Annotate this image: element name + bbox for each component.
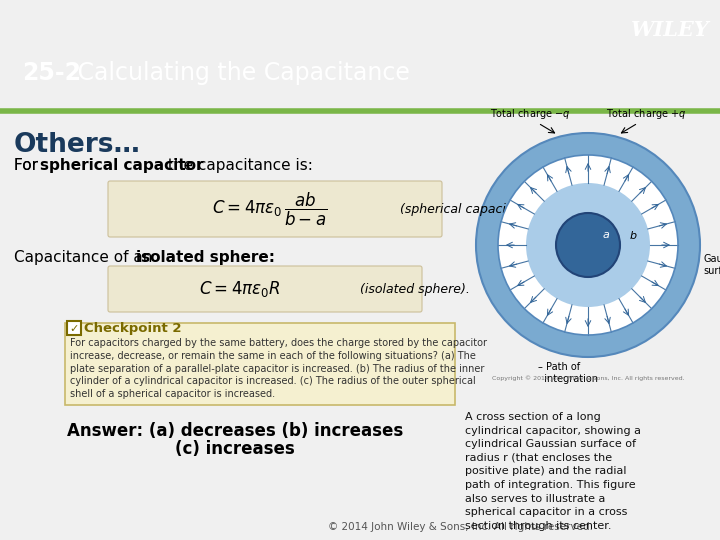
- Text: For capacitors charged by the same battery, does the charge stored by the capaci: For capacitors charged by the same batte…: [70, 338, 487, 399]
- Text: $b$: $b$: [629, 229, 637, 241]
- Text: © 2014 John Wiley & Sons, Inc. All rights reserved.: © 2014 John Wiley & Sons, Inc. All right…: [328, 522, 593, 532]
- Text: Answer: (a) decreases (b) increases: Answer: (a) decreases (b) increases: [67, 422, 403, 440]
- Text: Copyright © 2014 John Wiley & Sons, Inc. All rights reserved.: Copyright © 2014 John Wiley & Sons, Inc.…: [492, 375, 684, 381]
- FancyBboxPatch shape: [67, 321, 81, 335]
- FancyBboxPatch shape: [65, 323, 455, 405]
- Text: WILEY: WILEY: [631, 20, 710, 40]
- Text: isolated sphere:: isolated sphere:: [136, 250, 275, 265]
- Circle shape: [476, 133, 700, 357]
- Text: For: For: [14, 158, 43, 173]
- Text: Gaussian
surface: Gaussian surface: [703, 254, 720, 276]
- Text: A cross section of a long
cylindrical capacitor, showing a
cylindrical Gaussian : A cross section of a long cylindrical ca…: [465, 412, 641, 531]
- Text: For: For: [14, 158, 43, 173]
- Text: (spherical capacitor).: (spherical capacitor).: [400, 202, 532, 215]
- Text: (c) increases: (c) increases: [175, 440, 295, 458]
- Circle shape: [498, 155, 678, 335]
- Text: Checkpoint 2: Checkpoint 2: [84, 321, 181, 334]
- Text: $C = 4\pi\varepsilon_0 R$: $C = 4\pi\varepsilon_0 R$: [199, 279, 281, 299]
- Text: ✓: ✓: [69, 324, 78, 334]
- Text: Total charge $+q$: Total charge $+q$: [606, 107, 686, 121]
- Text: Total charge $-q$: Total charge $-q$: [490, 107, 570, 121]
- Text: Others…: Others…: [14, 132, 141, 158]
- Text: Capacitance of an: Capacitance of an: [14, 250, 157, 265]
- Text: (isolated sphere).: (isolated sphere).: [360, 282, 470, 295]
- Text: $a$: $a$: [602, 230, 610, 240]
- Text: Calculating the Capacitance: Calculating the Capacitance: [70, 61, 410, 85]
- Text: spherical capacitor: spherical capacitor: [40, 158, 204, 173]
- FancyBboxPatch shape: [108, 181, 442, 237]
- Circle shape: [526, 183, 650, 307]
- Text: the capacitance is:: the capacitance is:: [163, 158, 313, 173]
- Circle shape: [556, 213, 620, 277]
- Text: 25-2: 25-2: [22, 61, 81, 85]
- FancyBboxPatch shape: [108, 266, 422, 312]
- Text: $C = 4\pi\varepsilon_0\,\dfrac{ab}{b-a}$: $C = 4\pi\varepsilon_0\,\dfrac{ab}{b-a}$: [212, 191, 328, 227]
- Text: – Path of
  integration: – Path of integration: [538, 362, 598, 383]
